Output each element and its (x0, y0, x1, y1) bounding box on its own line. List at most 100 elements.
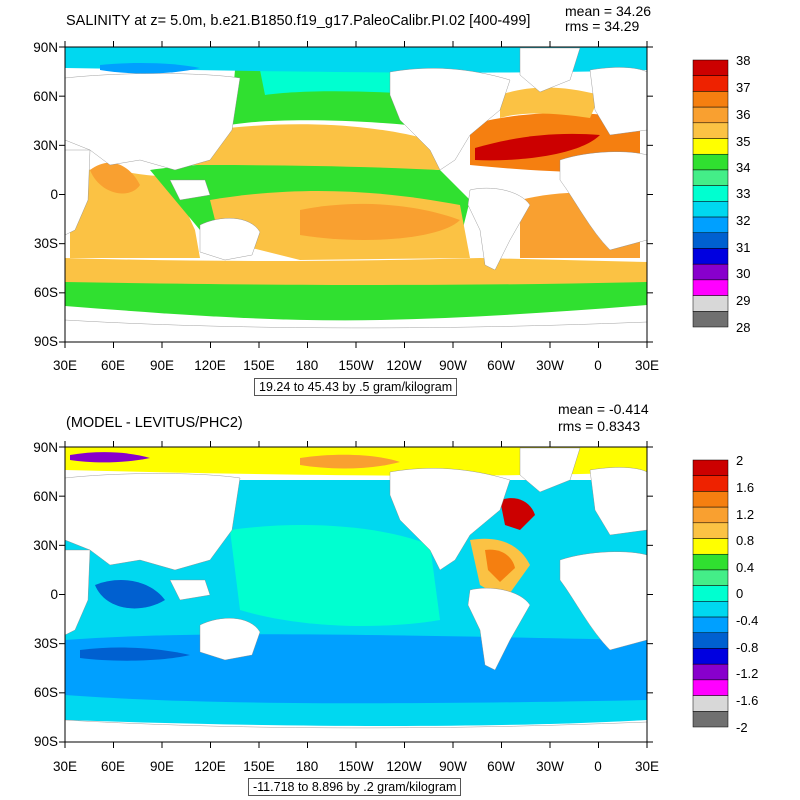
colorbar-bottom-label: -2 (736, 720, 748, 735)
colorbar-swatch (692, 601, 729, 618)
colorbar-swatch (692, 679, 729, 696)
north-atlantic-pos (500, 498, 535, 530)
colorbar-bottom-label: 0.8 (736, 533, 755, 548)
panel-top-rms: rms = 34.29 (565, 18, 640, 34)
australia-land (199, 218, 261, 261)
colorbar-swatch (692, 138, 729, 155)
lat-label-top: 60S (33, 285, 58, 300)
lat-label-bottom: 60N (33, 489, 58, 504)
lat-label-top: 90N (33, 40, 58, 55)
lat-label-bottom: 30N (33, 538, 58, 553)
lat-label-top: 90S (33, 334, 58, 349)
colorbar-swatch (692, 216, 729, 234)
colorbar-swatch (692, 122, 729, 139)
colorbar-swatch (692, 711, 729, 728)
south-america-land (467, 187, 531, 271)
colorbar-swatch (692, 279, 729, 296)
lon-label-bottom: 120W (386, 759, 422, 774)
arctic-pos-core (300, 454, 400, 469)
lon-label-top: 120E (194, 358, 226, 373)
colorbar-bottom (692, 459, 729, 728)
lon-label-bottom: 60W (487, 759, 515, 774)
lon-label-bottom: 30W (536, 759, 564, 774)
lon-label-bottom: 90E (149, 759, 175, 774)
colorbar-bottom-label: 0 (736, 586, 744, 601)
lon-label-top: 30E (634, 358, 660, 373)
lat-label-bottom: 90N (33, 440, 58, 455)
colorbar-swatch (692, 201, 729, 218)
lon-label-bottom: 150E (243, 759, 275, 774)
indonesia-land (169, 179, 211, 201)
africa-west-b (65, 549, 91, 636)
colorbar-swatch (692, 663, 729, 681)
colorbar-bottom-label: -1.2 (736, 666, 759, 681)
colorbar-top-label: 30 (736, 266, 751, 281)
eurasia-land-b (65, 473, 241, 571)
lon-label-bottom: 30E (52, 759, 78, 774)
colorbar-bottom-label: -1.6 (736, 693, 759, 708)
southern-ocean-band-top (65, 258, 647, 285)
colorbar-swatch (692, 475, 729, 492)
continents-bottom (65, 447, 647, 742)
colorbar-swatch (692, 491, 729, 508)
colorbar-top (692, 59, 729, 328)
colorbar-swatch (692, 459, 729, 476)
lat-label-top: 60N (33, 89, 58, 104)
colorbar-bottom-label: 1.6 (736, 480, 755, 495)
arctic-top (65, 47, 647, 73)
lon-label-bottom: 30E (634, 759, 660, 774)
lon-label-bottom: 180 (295, 759, 319, 774)
colorbar-swatch (692, 169, 729, 186)
southern-ocean-top (65, 280, 647, 321)
australia-land-b (199, 618, 261, 661)
colorbar-top-label: 37 (736, 80, 751, 95)
lat-label-bottom: 0 (50, 587, 58, 602)
lon-label-bottom: 120E (194, 759, 226, 774)
atlantic-subpolar (500, 87, 600, 118)
colorbar-top-label: 32 (736, 213, 751, 228)
colorbar-swatch (692, 569, 729, 586)
colorbar-swatch (692, 695, 729, 712)
colorbar-top-label: 34 (736, 160, 751, 175)
ocean-southern-deep (80, 647, 190, 661)
europe-land (589, 67, 647, 136)
panel-bottom-info-box: -11.718 to 8.896 by .2 gram/kilogram (248, 778, 462, 796)
panel-top-title: SALINITY at z= 5.0m, b.e21.B1850.f19_g17… (66, 13, 531, 29)
pacific-north-salty (180, 124, 440, 170)
panel-bottom-rms: rms = 0.8343 (558, 418, 641, 434)
eurasia-land (65, 73, 241, 171)
lon-label-top: 30W (536, 358, 564, 373)
lon-label-top: 120W (386, 358, 422, 373)
colorbar-swatch (692, 91, 729, 108)
colorbar-swatch (692, 538, 729, 555)
pacific-south-core (300, 203, 460, 240)
indian-neg-bottom (95, 580, 165, 609)
colorbar-swatch (692, 106, 729, 124)
arctic-fresh-top (100, 63, 200, 74)
colorbar-swatch (692, 648, 729, 665)
colorbar-swatch (692, 153, 729, 171)
lat-label-top: 30N (33, 138, 58, 153)
colorbar-swatch (692, 248, 729, 265)
europe-land-b (589, 467, 647, 536)
lon-label-top: 60W (487, 358, 515, 373)
panel-top-mean: mean = 34.26 (565, 3, 652, 19)
atlantic-core (475, 133, 600, 161)
pacific-subpolar (260, 67, 430, 95)
lat-label-bottom: 30S (33, 636, 58, 651)
lon-label-top: 0 (594, 358, 602, 373)
lat-label-bottom: 90S (33, 734, 58, 749)
panel-top-info-box: 19.24 to 45.43 by .5 gram/kilogram (254, 378, 458, 396)
colorbar-top-label: 35 (736, 134, 751, 149)
lon-label-top: 90E (149, 358, 175, 373)
lon-label-top: 90W (439, 358, 467, 373)
colorbar-swatch (692, 59, 729, 76)
colorbar-bottom-label: -0.4 (736, 613, 759, 628)
africa-land (559, 151, 647, 251)
map-top-ticks (59, 41, 653, 348)
north-america-land-b (389, 468, 511, 571)
south-america-land-b (467, 587, 531, 671)
africa-west (65, 149, 91, 236)
colorbar-top-label: 38 (736, 53, 751, 68)
lon-label-top: 150E (243, 358, 275, 373)
